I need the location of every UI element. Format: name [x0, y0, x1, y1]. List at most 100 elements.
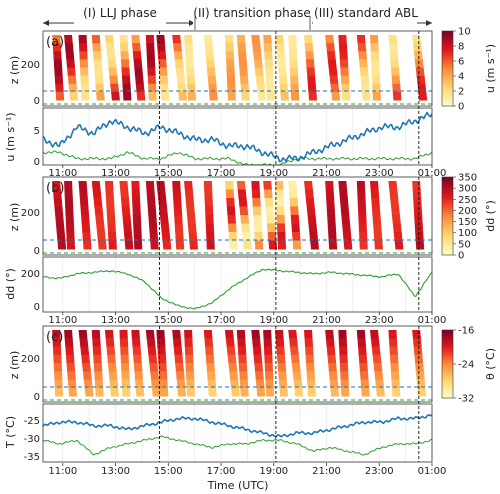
heatmap-cell [391, 379, 400, 389]
heatmap-cell [203, 35, 213, 44]
heatmap-cell [106, 346, 116, 356]
heatmap-cell [338, 330, 347, 339]
heatmap-cell [415, 67, 425, 77]
heatmap-cell [133, 354, 142, 364]
heatmap-cell [110, 387, 119, 397]
heatmap-cell [390, 363, 399, 372]
heatmap-cell [229, 240, 238, 250]
heatmap-cell [254, 363, 264, 372]
heatmap-cell [94, 379, 104, 389]
heatmap-cell [81, 91, 90, 101]
heatmap-cell [107, 59, 117, 68]
colorbar-step [442, 360, 453, 363]
line-b-ytick-200: 200 [21, 269, 40, 280]
heatmap-cell [185, 59, 195, 68]
heatmap-cell [67, 67, 76, 77]
heatmap-cell [172, 338, 182, 347]
heatmap-cell [236, 181, 246, 190]
heatmap-cell [304, 35, 313, 44]
heatmap-cell [93, 198, 103, 207]
heatmap-cell [204, 43, 214, 52]
heatmap-cell [80, 83, 90, 93]
heatmap-cell [158, 198, 167, 207]
heatmap-cell [325, 338, 335, 347]
x-axis-label: Time (UTC) [207, 479, 269, 492]
heatmap-cell [92, 189, 102, 199]
colorbar-step [442, 61, 453, 64]
heatmap-cell [122, 91, 132, 101]
heatmap-cell [275, 35, 284, 44]
colorbar-step [442, 251, 453, 254]
heatmap-cell [96, 223, 105, 233]
heatmap-cell [187, 91, 197, 101]
heatmap-cell [119, 338, 129, 347]
heatmap-cell [173, 206, 183, 216]
panel-b-label: (b) [46, 181, 64, 196]
heatmap-cell [151, 387, 161, 397]
heatmap-cell [308, 223, 318, 233]
colorbar-step [442, 102, 453, 105]
heatmap-cell [278, 371, 287, 380]
colorbar-label: θ (°C) [484, 348, 497, 380]
heatmap-cell [265, 387, 275, 397]
heatmap-cell [145, 35, 155, 44]
heatmap-cell [265, 379, 274, 389]
heatmap-cell [55, 223, 65, 233]
heatmap-cell [174, 354, 184, 364]
heatmap-cell [330, 387, 340, 397]
heatmap-a-ylabel: z (m) [8, 56, 21, 85]
heatmap-cell [417, 387, 427, 397]
colorbar-step [442, 44, 453, 47]
heatmap-cell [328, 363, 337, 372]
heatmap-b-ytick-200: 200 [21, 208, 40, 219]
heatmap-cell [239, 206, 249, 216]
heatmap-cell [264, 363, 274, 372]
phase-3-label: (III) standard ABL [314, 6, 418, 20]
heatmap-cell [148, 223, 158, 233]
heatmap-cell [327, 354, 337, 364]
heatmap-cell [79, 51, 88, 60]
heatmap-cell [329, 75, 339, 85]
heatmap-cell [394, 240, 404, 250]
colorbar-frame [441, 176, 454, 256]
heatmap-cell [158, 206, 168, 216]
colorbar-step [442, 184, 453, 188]
heatmap-cell [390, 198, 400, 207]
heatmap-cell [275, 189, 284, 199]
heatmap-cell [83, 379, 93, 389]
heatmap-cell [120, 354, 129, 364]
heatmap-cell [253, 354, 263, 364]
heatmap-cell [256, 387, 266, 397]
heatmap-cell [240, 387, 249, 397]
colorbar-step [442, 348, 453, 351]
heatmap-cell [122, 83, 131, 93]
heatmap-cell [108, 371, 118, 380]
heatmap-cell [304, 181, 313, 190]
heatmap-cell [264, 354, 273, 364]
time-tick-label: 11:00 [48, 315, 77, 326]
heatmap-cell [413, 43, 422, 52]
colorbar-step [442, 214, 453, 217]
heatmap-cell [238, 51, 247, 60]
series-line [42, 150, 433, 166]
heatmap-cell [338, 43, 348, 52]
colorbar-tick-label: 8 [458, 42, 464, 53]
heatmap-cell [237, 189, 247, 199]
heatmap-cell [388, 330, 397, 339]
line-b-ylabel: dd (°) [4, 268, 17, 300]
heatmap-cell [239, 67, 248, 77]
series-line [42, 413, 433, 438]
heatmap-cell [328, 240, 338, 250]
colorbar-step [442, 353, 453, 356]
colorbar-step [442, 87, 453, 90]
heatmap-cell [79, 198, 89, 207]
time-tick-label: 21:00 [312, 168, 341, 179]
colorbar-step [442, 245, 453, 248]
heatmap-cell [207, 75, 217, 85]
heatmap-cell [206, 363, 215, 372]
heatmap-cell [288, 51, 298, 60]
heatmap-cell [412, 330, 421, 339]
heatmap-cell [413, 206, 423, 216]
heatmap-cell [306, 206, 316, 216]
